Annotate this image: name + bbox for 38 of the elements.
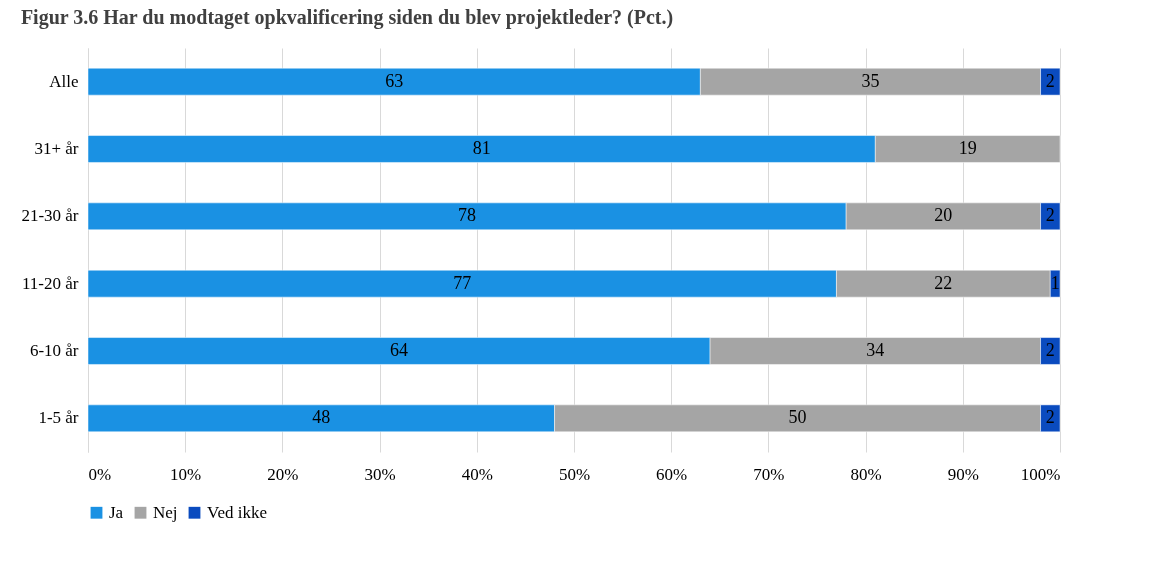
data-label: 35 <box>861 70 880 91</box>
data-label: 1 <box>1050 272 1060 293</box>
data-label: 50 <box>788 407 807 428</box>
x-tick-label: 70% <box>753 464 785 484</box>
data-label: 22 <box>934 272 953 293</box>
data-label: 78 <box>458 205 477 226</box>
x-tick-label: 100% <box>1020 464 1061 484</box>
data-label: 2 <box>1045 70 1055 91</box>
x-tick-label: 90% <box>947 464 979 484</box>
data-label: 64 <box>390 340 409 360</box>
data-label: 81 <box>472 138 491 158</box>
chart-title: Figur 3.6 Har du modtaget opkvalificering siden du blev projektleder? (Pct.) <box>20 6 674 29</box>
data-label: 2 <box>1045 340 1055 360</box>
y-tick-label: 6-10 år <box>29 341 79 360</box>
x-tick-label: 20% <box>267 464 299 484</box>
data-label: 63 <box>385 70 404 91</box>
x-tick-label: 40% <box>461 464 493 484</box>
y-tick-label: 21-30 år <box>21 206 79 226</box>
x-tick-label: 60% <box>656 464 688 484</box>
data-label: 48 <box>312 407 331 428</box>
y-tick-label: Alle <box>49 71 79 91</box>
x-tick-label: 80% <box>850 464 882 484</box>
y-tick-label: 1-5 år <box>38 408 79 428</box>
y-tick-label: 11-20 år <box>22 273 79 293</box>
legend-label: Ja <box>109 502 124 522</box>
x-tick-label: 10% <box>170 464 202 484</box>
data-label: 34 <box>866 340 885 360</box>
legend-label: Ved ikke <box>207 502 267 522</box>
data-label: 2 <box>1045 205 1055 226</box>
x-tick-label: 30% <box>364 464 396 484</box>
data-label: 77 <box>453 272 472 293</box>
legend-label: Nej <box>153 502 178 522</box>
y-tick-label: 31+ år <box>34 139 79 158</box>
data-label: 19 <box>958 138 977 158</box>
x-tick-label: 0% <box>88 464 112 484</box>
x-tick-label: 50% <box>558 464 591 484</box>
data-label: 20 <box>934 205 953 226</box>
data-label: 2 <box>1045 407 1055 428</box>
